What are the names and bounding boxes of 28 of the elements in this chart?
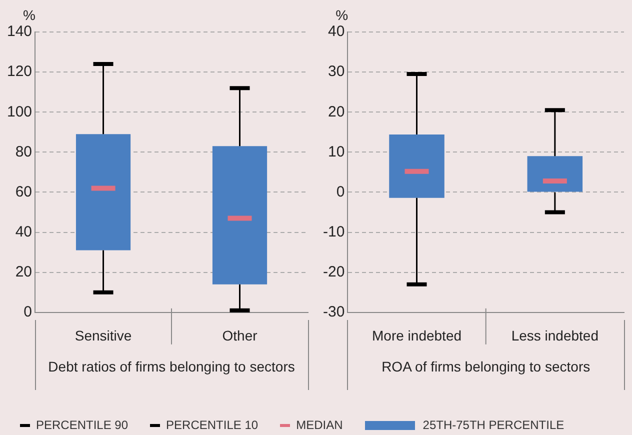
y-tick-label: 30 (328, 63, 345, 80)
y-tick-label: 40 (15, 223, 32, 240)
x-tick-label: More indebted (372, 328, 462, 344)
y-tick-label: 120 (6, 63, 32, 80)
y-tick-label: 20 (15, 263, 32, 280)
text: MEDIAN (296, 418, 343, 432)
x-axis-title: Debt ratios of firms belonging to sectors (48, 358, 295, 374)
y-tick-label: -30 (322, 304, 345, 321)
x-tick-label: Sensitive (74, 328, 132, 344)
text: PERCENTILE 90 (36, 418, 128, 432)
y-tick-label: 0 (336, 183, 345, 200)
x-tick-label: Less indebted (511, 328, 599, 344)
y-tick-label: -10 (322, 223, 345, 240)
y-tick-label: 140 (6, 23, 32, 40)
x-axis-title: ROA of firms belonging to sectors (382, 358, 590, 374)
y-tick-label: 60 (15, 183, 32, 200)
y-tick-label: 0 (24, 304, 32, 321)
text: PERCENTILE 10 (166, 418, 258, 432)
y-axis-title: % (336, 7, 348, 23)
legend-label: 25TH-75TH PERCENTILE (422, 418, 564, 432)
x-tick-label: Other (222, 328, 258, 344)
y-tick-label: 100 (6, 103, 32, 120)
y-tick-label: 80 (15, 143, 32, 160)
y-tick-label: 40 (328, 23, 345, 40)
y-tick-label: 10 (328, 143, 345, 160)
y-axis-title: % (23, 7, 36, 23)
y-tick-label: 20 (328, 103, 345, 120)
y-tick-label: -20 (322, 263, 345, 280)
